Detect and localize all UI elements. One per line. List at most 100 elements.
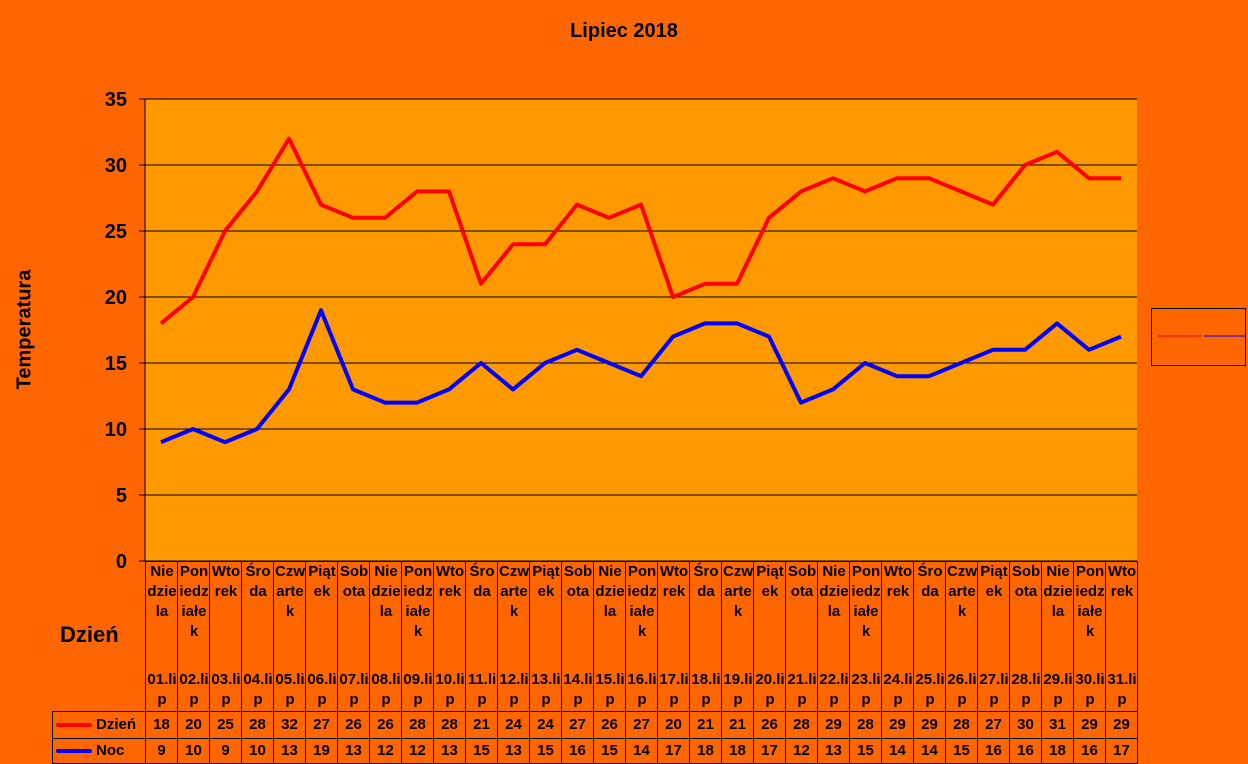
table-value: 27 [625, 711, 658, 739]
table-value: 26 [369, 711, 402, 739]
table-value: 17 [657, 738, 690, 764]
table-value: 10 [241, 738, 274, 764]
date-label: 13.lip [531, 670, 561, 710]
table-value: 15 [465, 738, 498, 764]
table-value: 18 [689, 738, 722, 764]
table-value: 26 [593, 711, 626, 739]
y-tick-label: 10 [105, 419, 127, 441]
table-value: 9 [209, 738, 242, 764]
day-name: Piątek [755, 562, 785, 602]
day-name: Poniedziałek [627, 562, 657, 642]
y-tick-label: 5 [116, 485, 127, 507]
date-label: 29.lip [1043, 670, 1073, 710]
category-header: Poniedziałek 16.lip [625, 561, 658, 712]
table-value: 28 [433, 711, 466, 739]
day-name: Czwartek [723, 562, 753, 622]
table-value: 21 [721, 711, 754, 739]
day-name: Wtorek [659, 562, 689, 602]
day-name: Środa [691, 562, 721, 602]
table-value: 18 [1041, 738, 1074, 764]
legend [1151, 308, 1246, 366]
day-name: Niedziela [147, 562, 177, 622]
series-key-line [56, 749, 92, 753]
table-value: 13 [497, 738, 530, 764]
day-name: Poniedziałek [179, 562, 209, 642]
category-header: Niedziela 29.lip [1041, 561, 1074, 712]
day-name: Wtorek [883, 562, 913, 602]
category-header: Niedziela 01.lip [145, 561, 178, 712]
table-value: 13 [817, 738, 850, 764]
table-value: 27 [305, 711, 338, 739]
day-name: Sobota [339, 562, 369, 602]
table-value: 29 [817, 711, 850, 739]
table-value: 29 [1073, 711, 1106, 739]
category-header: Sobota 21.lip [785, 561, 818, 712]
day-name: Środa [467, 562, 497, 602]
date-label: 09.lip [403, 670, 433, 710]
series-name: Dzień [96, 716, 136, 733]
table-value: 17 [1105, 738, 1138, 764]
table-value: 28 [785, 711, 818, 739]
table-value: 20 [177, 711, 210, 739]
series-key-line [56, 723, 92, 727]
date-label: 27.lip [979, 670, 1009, 710]
date-label: 19.lip [723, 670, 753, 710]
table-series-label: Noc [52, 738, 146, 764]
table-value: 18 [721, 738, 754, 764]
day-name: Niedziela [371, 562, 401, 622]
day-name: Niedziela [1043, 562, 1073, 622]
table-value: 13 [273, 738, 306, 764]
table-value: 15 [945, 738, 978, 764]
day-name: Piątek [979, 562, 1009, 602]
table-value: 26 [753, 711, 786, 739]
category-header: Piątek 27.lip [977, 561, 1010, 712]
table-value: 26 [337, 711, 370, 739]
table-value: 31 [1041, 711, 1074, 739]
table-value: 12 [785, 738, 818, 764]
date-label: 16.lip [627, 670, 657, 710]
date-label: 28.lip [1011, 670, 1041, 710]
date-label: 01.lip [147, 670, 177, 710]
day-name: Czwartek [275, 562, 305, 622]
table-value: 15 [593, 738, 626, 764]
table-value: 14 [625, 738, 658, 764]
table-value: 16 [977, 738, 1010, 764]
x-axis-title: Dzień [60, 622, 119, 648]
table-value: 13 [337, 738, 370, 764]
day-name: Wtorek [435, 562, 465, 602]
table-value: 14 [913, 738, 946, 764]
day-name: Sobota [787, 562, 817, 602]
table-value: 18 [145, 711, 178, 739]
y-tick-label: 20 [105, 287, 127, 309]
table-value: 16 [561, 738, 594, 764]
table-value: 17 [753, 738, 786, 764]
y-tick-label: 15 [105, 353, 127, 375]
table-value: 27 [561, 711, 594, 739]
table-value: 10 [177, 738, 210, 764]
y-tick-label: 35 [105, 89, 127, 111]
table-value: 29 [1105, 711, 1138, 739]
table-value: 29 [881, 711, 914, 739]
day-name: Poniedziałek [1075, 562, 1105, 642]
date-label: 21.lip [787, 670, 817, 710]
date-label: 14.lip [563, 670, 593, 710]
